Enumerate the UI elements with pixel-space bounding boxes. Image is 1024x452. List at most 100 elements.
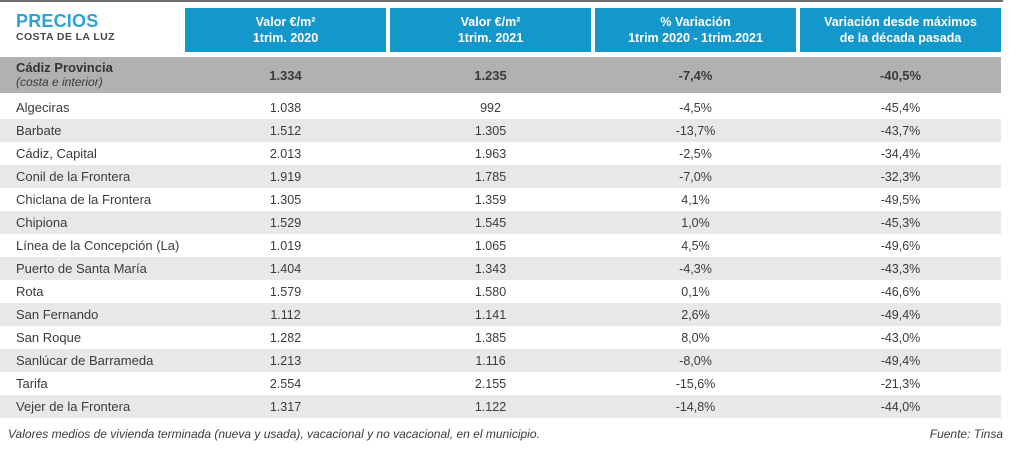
value-variacion-maximos: -49,4% — [880, 307, 921, 322]
value-2020: 1.919 — [269, 169, 302, 184]
summary-value-variacion: -7,4% — [678, 67, 713, 83]
column-header-line1: Valor €/m² — [460, 15, 521, 29]
column-header-line1: Valor €/m² — [255, 15, 316, 29]
value-2020: 1.282 — [269, 330, 302, 345]
table-row: Vejer de la Frontera 1.317 1.122 -14,8% … — [0, 395, 1001, 418]
value-2021: 1.116 — [475, 353, 506, 368]
value-variacion: -15,6% — [675, 376, 716, 391]
value-variacion-maximos: -49,4% — [880, 353, 921, 368]
source-label: Fuente: Tinsa — [929, 427, 1003, 441]
column-header-line2: 1trim. 2021 — [457, 31, 524, 45]
column-header-valor-2021: Valor €/m² 1trim. 2021 — [390, 8, 591, 52]
municipality-name: Vejer de la Frontera — [16, 399, 131, 414]
value-variacion: 2,6% — [681, 307, 710, 322]
column-header-variacion-maximos: Variación desde máximos de la década pas… — [800, 8, 1001, 52]
value-2021: 992 — [480, 100, 501, 115]
table-row: Sanlúcar de Barrameda 1.213 1.116 -8,0% … — [0, 349, 1001, 372]
value-variacion-maximos: -32,3% — [880, 169, 921, 184]
value-2021: 1.141 — [474, 307, 507, 322]
summary-value-2020: 1.334 — [269, 67, 302, 83]
table-row: Conil de la Frontera 1.919 1.785 -7,0% -… — [0, 165, 1001, 188]
column-header-line2: 1trim. 2020 — [252, 31, 319, 45]
municipality-name: Chiclana de la Frontera — [16, 192, 152, 207]
summary-row-note: (costa e interior) — [16, 75, 103, 89]
municipality-name: Puerto de Santa María — [16, 261, 147, 276]
value-2021: 1.359 — [474, 192, 507, 207]
table-row: Barbate 1.512 1.305 -13,7% -43,7% — [0, 119, 1001, 142]
table-footer: Valores medios de vivienda terminada (nu… — [0, 427, 1003, 441]
value-2020: 1.019 — [269, 238, 302, 253]
value-2021: 1.545 — [474, 215, 507, 230]
table-row: Rota 1.579 1.580 0,1% -46,6% — [0, 280, 1001, 303]
summary-value-2021: 1.235 — [474, 67, 507, 83]
municipality-name: Conil de la Frontera — [16, 169, 131, 184]
value-variacion: 8,0% — [681, 330, 710, 345]
value-2020: 2.554 — [269, 376, 302, 391]
column-header-line2: de la década pasada — [839, 31, 962, 45]
value-2021: 1.343 — [474, 261, 507, 276]
value-2021: 1.065 — [474, 238, 507, 253]
value-variacion: -7,0% — [679, 169, 712, 184]
value-variacion-maximos: -44,0% — [880, 399, 921, 414]
value-variacion: -4,5% — [679, 100, 712, 115]
value-variacion: 1,0% — [681, 215, 710, 230]
municipality-name: San Roque — [16, 330, 82, 345]
municipality-name: Rota — [16, 284, 44, 299]
value-2020: 1.529 — [269, 215, 302, 230]
table-row: Chiclana de la Frontera 1.305 1.359 4,1%… — [0, 188, 1001, 211]
value-2020: 1.305 — [269, 192, 302, 207]
value-variacion-maximos: -34,4% — [880, 146, 921, 161]
summary-value-variacion-maximos: -40,5% — [879, 67, 922, 83]
value-2021: 1.305 — [474, 123, 507, 138]
value-variacion-maximos: -45,3% — [880, 215, 921, 230]
value-variacion: -2,5% — [679, 146, 712, 161]
table-row: Puerto de Santa María 1.404 1.343 -4,3% … — [0, 257, 1001, 280]
municipality-name: Barbate — [16, 123, 62, 138]
value-variacion: -8,0% — [679, 353, 712, 368]
value-2021: 1.785 — [474, 169, 507, 184]
value-2021: 1.963 — [474, 146, 507, 161]
title-block: PRECIOS COSTA DE LA LUZ — [0, 8, 181, 52]
summary-row-name: Cádiz Provincia — [16, 59, 113, 75]
value-variacion-maximos: -43,0% — [880, 330, 921, 345]
value-variacion: -13,7% — [675, 123, 716, 138]
value-2020: 1.038 — [269, 100, 302, 115]
municipality-name: San Fernando — [16, 307, 99, 322]
column-header-variacion: % Variación 1trim 2020 - 1trim.2021 — [595, 8, 796, 52]
summary-row-label: Cádiz Provincia (costa e interior) — [0, 59, 181, 90]
table-row: Chipiona 1.529 1.545 1,0% -45,3% — [0, 211, 1001, 234]
value-2020: 1.112 — [270, 307, 301, 322]
column-header-valor-2020: Valor €/m² 1trim. 2020 — [185, 8, 386, 52]
table-header-row: PRECIOS COSTA DE LA LUZ Valor €/m² 1trim… — [0, 8, 1001, 52]
municipality-name: Algeciras — [16, 100, 70, 115]
value-variacion: 0,1% — [681, 284, 710, 299]
table-row: Tarifa 2.554 2.155 -15,6% -21,3% — [0, 372, 1001, 395]
value-2020: 1.317 — [269, 399, 302, 414]
value-2020: 1.213 — [269, 353, 302, 368]
table-row: Algeciras 1.038 992 -4,5% -45,4% — [0, 96, 1001, 119]
value-variacion: -14,8% — [675, 399, 716, 414]
value-2020: 2.013 — [269, 146, 302, 161]
value-2020: 1.579 — [269, 284, 302, 299]
column-header-line2: 1trim 2020 - 1trim.2021 — [628, 31, 763, 45]
value-variacion-maximos: -43,3% — [880, 261, 921, 276]
value-variacion-maximos: -49,6% — [880, 238, 921, 253]
value-2021: 1.122 — [474, 399, 507, 414]
column-header-line1: % Variación — [660, 15, 731, 29]
value-2020: 1.512 — [269, 123, 302, 138]
value-2021: 1.385 — [474, 330, 507, 345]
value-variacion: 4,5% — [681, 238, 710, 253]
table-body: Algeciras 1.038 992 -4,5% -45,4% Barbate… — [0, 96, 1024, 418]
value-variacion-maximos: -21,3% — [880, 376, 921, 391]
value-variacion-maximos: -46,6% — [880, 284, 921, 299]
value-variacion: -4,3% — [679, 261, 712, 276]
footnote: Valores medios de vivienda terminada (nu… — [8, 427, 540, 441]
summary-row: Cádiz Provincia (costa e interior) 1.334… — [0, 57, 1001, 93]
value-2021: 1.580 — [474, 284, 507, 299]
table-row: Línea de la Concepción (La) 1.019 1.065 … — [0, 234, 1001, 257]
municipality-name: Sanlúcar de Barrameda — [16, 353, 154, 368]
table-row: Cádiz, Capital 2.013 1.963 -2,5% -34,4% — [0, 142, 1001, 165]
value-2021: 2.155 — [474, 376, 507, 391]
table-row: San Fernando 1.112 1.141 2,6% -49,4% — [0, 303, 1001, 326]
